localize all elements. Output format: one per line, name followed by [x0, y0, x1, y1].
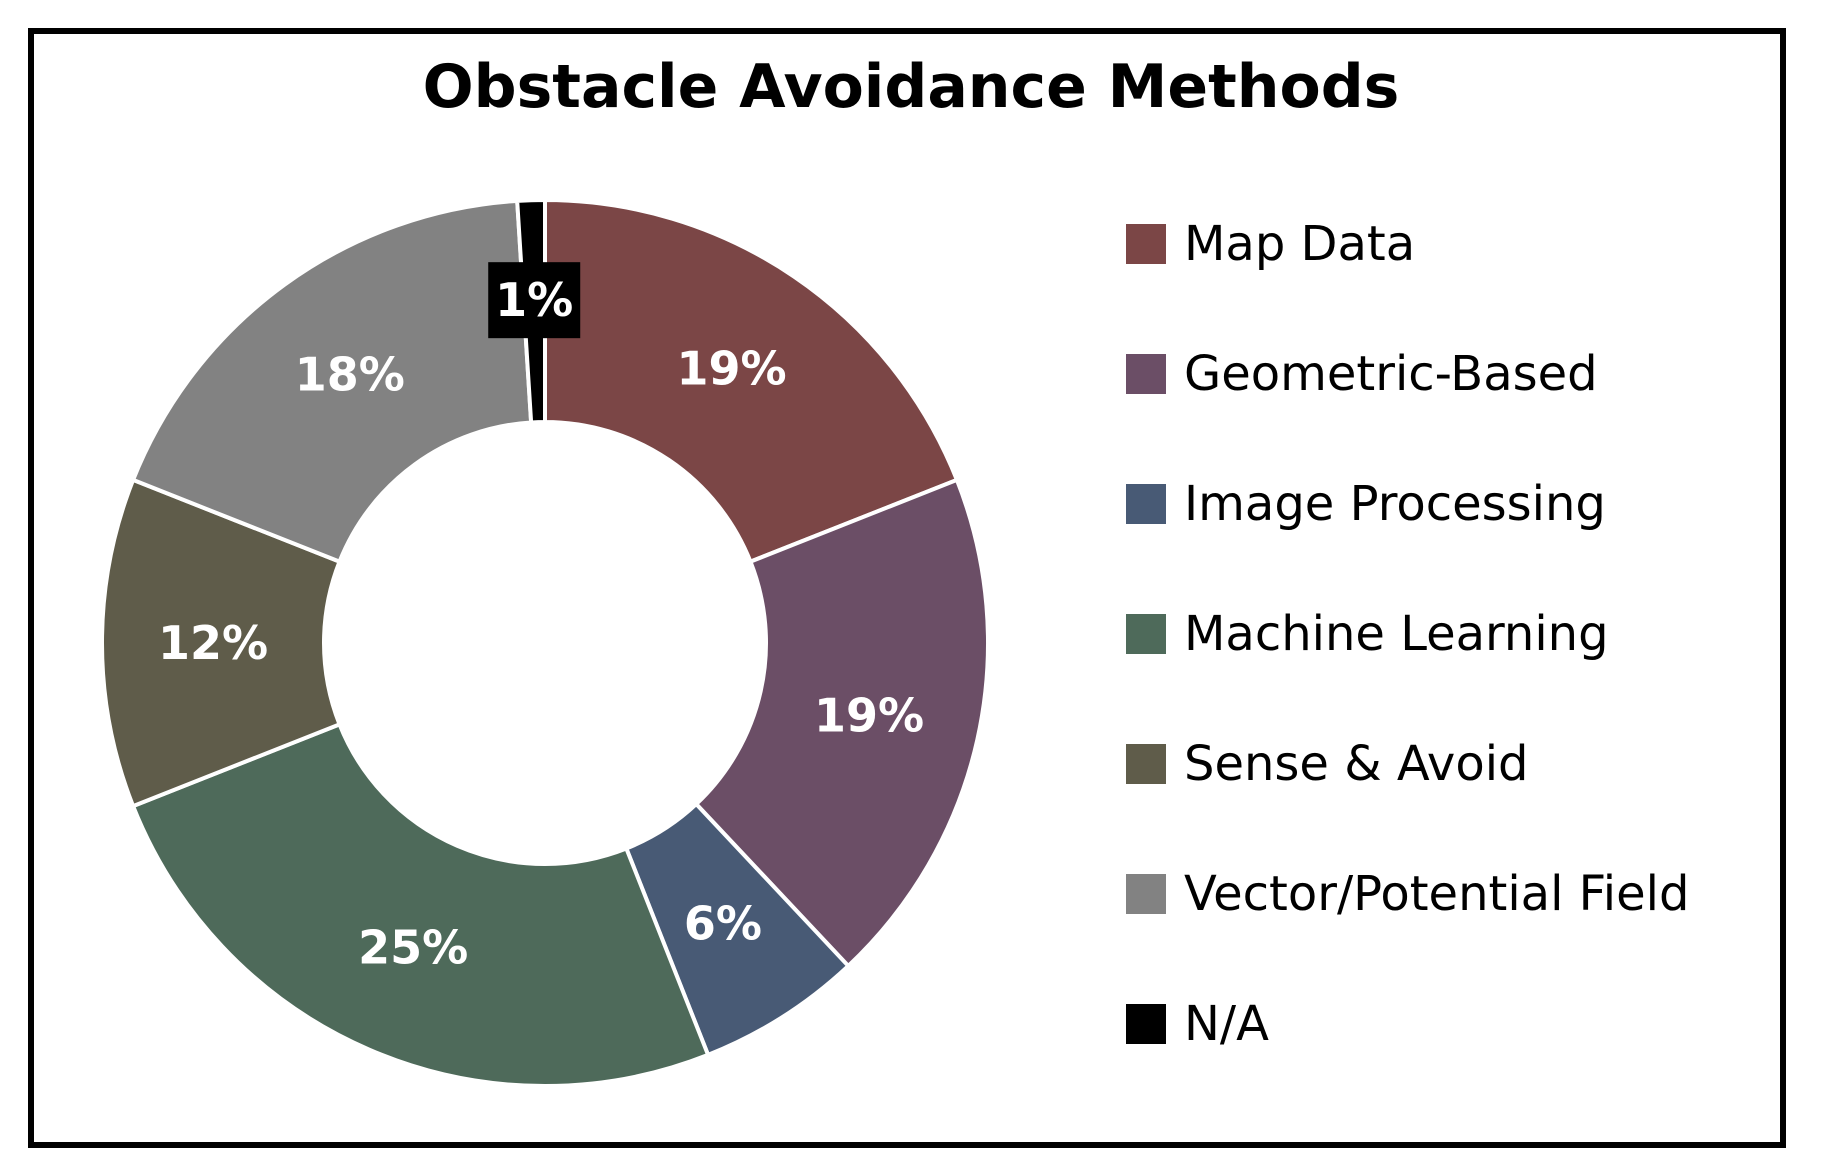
legend-label: Vector/Potential Field	[1184, 866, 1690, 922]
legend-label: Image Processing	[1184, 476, 1606, 532]
legend-swatch	[1126, 874, 1166, 914]
chart-title: Obstacle Avoidance Methods	[422, 52, 1400, 122]
slice-map-data	[543, 197, 960, 565]
data-label-n-a: 1%	[488, 262, 581, 339]
legend-label: Machine Learning	[1184, 606, 1609, 662]
legend-swatch	[1126, 614, 1166, 654]
legend-swatch	[1126, 744, 1166, 784]
legend-item-map-data: Map Data	[1126, 214, 1415, 274]
legend-item-geometric-based: Geometric-Based	[1126, 344, 1598, 404]
svg-text:19%: 19%	[814, 688, 924, 742]
legend-label: Map Data	[1184, 216, 1416, 272]
data-label-map-data: 19%	[677, 341, 787, 395]
legend-item-machine-learning: Machine Learning	[1126, 604, 1609, 664]
legend-label: Sense & Avoid	[1184, 736, 1529, 792]
svg-text:1%: 1%	[495, 273, 573, 327]
slice-machine-learning	[130, 721, 711, 1088]
data-label-sense-and-avoid: 12%	[158, 616, 268, 670]
legend-swatch	[1126, 354, 1166, 394]
legend-swatch	[1126, 484, 1166, 524]
legend-swatch	[1126, 1004, 1166, 1044]
slice-geometric-based	[693, 477, 990, 969]
data-label-vector-potential-field: 18%	[295, 347, 405, 401]
legend-swatch	[1126, 224, 1166, 264]
legend-item-sense-and-avoid: Sense & Avoid	[1126, 734, 1529, 794]
svg-text:19%: 19%	[677, 341, 787, 395]
data-label-machine-learning: 25%	[358, 921, 468, 975]
legend-item-n-a: N/A	[1126, 994, 1269, 1054]
svg-text:6%: 6%	[684, 896, 762, 950]
svg-text:25%: 25%	[358, 921, 468, 975]
slice-sense-and-avoid	[100, 477, 343, 809]
legend-label: N/A	[1184, 996, 1269, 1052]
data-label-geometric-based: 19%	[814, 688, 924, 742]
data-label-box	[488, 262, 581, 339]
legend-item-image-processing: Image Processing	[1126, 474, 1606, 534]
legend-label: Geometric-Based	[1184, 346, 1598, 402]
legend-item-vector-potential-field: Vector/Potential Field	[1126, 864, 1689, 924]
svg-text:18%: 18%	[295, 347, 405, 401]
slice-vector-potential-field	[130, 198, 534, 565]
data-label-image-processing: 6%	[684, 896, 762, 950]
svg-text:12%: 12%	[158, 616, 268, 670]
